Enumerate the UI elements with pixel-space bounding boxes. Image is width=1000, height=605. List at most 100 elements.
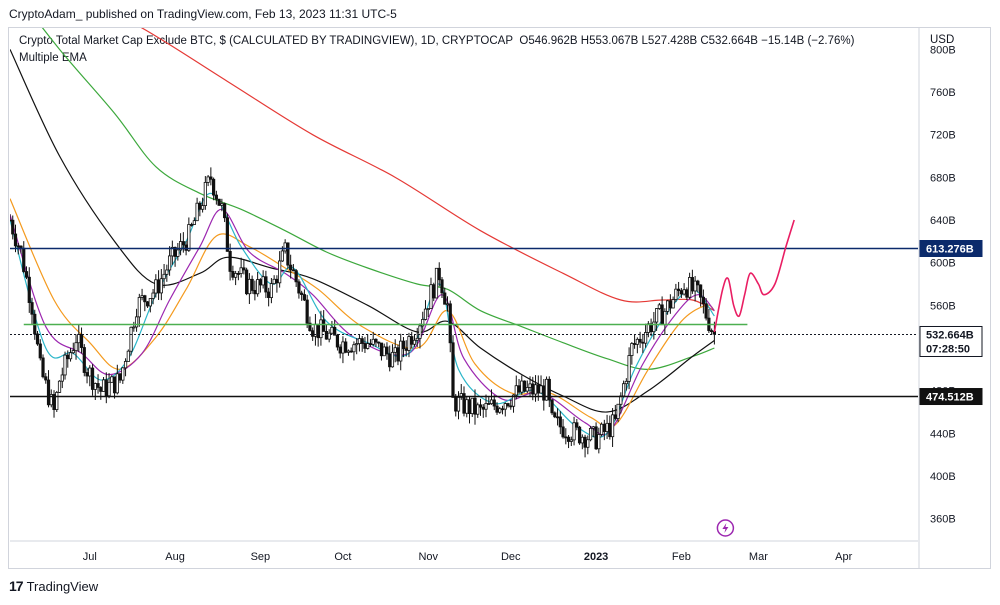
candle-body xyxy=(253,290,257,295)
candle-body xyxy=(591,426,595,429)
candle-body xyxy=(550,399,554,414)
candle-body xyxy=(536,384,540,394)
candle-body xyxy=(302,294,307,301)
resistance-price-label-bg xyxy=(919,240,983,258)
candle-body xyxy=(126,350,130,362)
candle-body xyxy=(399,340,403,362)
lightning-icon[interactable] xyxy=(716,519,735,537)
candle-body xyxy=(679,290,683,295)
candle-body xyxy=(112,376,117,394)
candle-body xyxy=(710,330,714,332)
candle-body xyxy=(275,278,279,284)
countdown-label: 07:28:50 xyxy=(926,343,970,355)
candle-body xyxy=(151,292,155,299)
candle-body xyxy=(225,217,229,252)
y-tick-label: 720B xyxy=(930,130,956,142)
candle-body xyxy=(594,426,598,450)
candle-body xyxy=(572,422,576,441)
candle-body xyxy=(316,323,320,339)
y-tick-label: 760B xyxy=(930,87,956,99)
candle-body xyxy=(688,277,692,298)
x-tick-label: Jul xyxy=(83,551,97,563)
candle-body xyxy=(13,233,18,247)
candle-body xyxy=(245,269,249,295)
candle-body xyxy=(10,219,12,222)
tradingview-logo[interactable]: 17 TradingView xyxy=(9,578,98,594)
candle-body xyxy=(167,255,172,271)
candle-body xyxy=(666,300,670,312)
candle-body xyxy=(613,414,617,419)
candle-body xyxy=(542,385,546,401)
candle-body xyxy=(641,341,645,344)
candle-body xyxy=(212,178,216,196)
candle-body xyxy=(357,338,362,345)
candle-body xyxy=(319,319,323,339)
y-tick-label: 440B xyxy=(930,428,956,440)
candle-body xyxy=(470,397,474,415)
candle-body xyxy=(580,436,584,444)
x-tick-label: Feb xyxy=(672,551,691,563)
candle-body xyxy=(547,378,551,401)
candle-body xyxy=(280,250,285,262)
ema4-line xyxy=(10,49,715,413)
ema6-line xyxy=(140,28,715,312)
candle-body xyxy=(305,299,309,324)
candle-body xyxy=(511,394,516,407)
candle-body xyxy=(335,334,340,348)
candle-body xyxy=(101,379,106,392)
candle-body xyxy=(297,281,301,294)
y-tick-label: 560B xyxy=(930,300,956,312)
candle-body xyxy=(159,278,163,294)
candle-body xyxy=(201,205,205,210)
projection-path xyxy=(713,219,795,333)
candle-body xyxy=(569,439,573,442)
y-tick-label: 640B xyxy=(930,215,956,227)
candle-body xyxy=(539,385,543,394)
candle-body xyxy=(289,264,293,271)
x-tick-label: Dec xyxy=(501,551,521,563)
candle-body xyxy=(517,385,521,393)
candle-body xyxy=(432,284,436,299)
candle-body xyxy=(239,267,243,274)
candle-body xyxy=(55,392,59,410)
candle-body xyxy=(176,249,180,257)
candle-body xyxy=(16,245,20,248)
candle-body xyxy=(41,357,45,378)
candle-body xyxy=(630,343,634,356)
candle-body xyxy=(674,288,678,300)
candle-body xyxy=(621,383,626,397)
candle-body xyxy=(363,343,367,349)
candle-body xyxy=(242,267,246,271)
x-tick-label: Mar xyxy=(749,551,768,563)
candle-body xyxy=(228,250,232,272)
candle-body xyxy=(258,279,262,286)
candle-body xyxy=(451,342,455,398)
candle-body xyxy=(223,203,227,219)
candle-body xyxy=(236,273,240,275)
candle-body xyxy=(448,303,452,344)
legend-symbol: Crypto Total Market Cap Exclude BTC, $ (… xyxy=(19,35,514,47)
candle-body xyxy=(671,299,675,309)
candle-body xyxy=(616,403,620,419)
candle-body xyxy=(495,405,499,413)
candle-body xyxy=(701,296,705,305)
candle-body xyxy=(602,423,606,432)
candle-body xyxy=(137,297,141,318)
candle-body xyxy=(467,399,472,415)
candle-body xyxy=(88,367,92,377)
candle-body xyxy=(522,380,527,392)
candle-body xyxy=(382,346,386,357)
candle-body xyxy=(71,350,75,354)
x-tick-label: Sep xyxy=(251,551,271,563)
last-price-price-label-bg xyxy=(919,325,983,357)
candle-body xyxy=(11,219,15,235)
candle-body xyxy=(181,241,185,246)
candle-body xyxy=(283,242,287,252)
candle-body xyxy=(140,295,144,298)
tradingview-logo-icon: 17 xyxy=(9,578,24,594)
candle-body xyxy=(250,278,254,291)
candle-body xyxy=(90,367,95,390)
candle-body xyxy=(655,308,659,323)
candle-body xyxy=(599,423,604,435)
